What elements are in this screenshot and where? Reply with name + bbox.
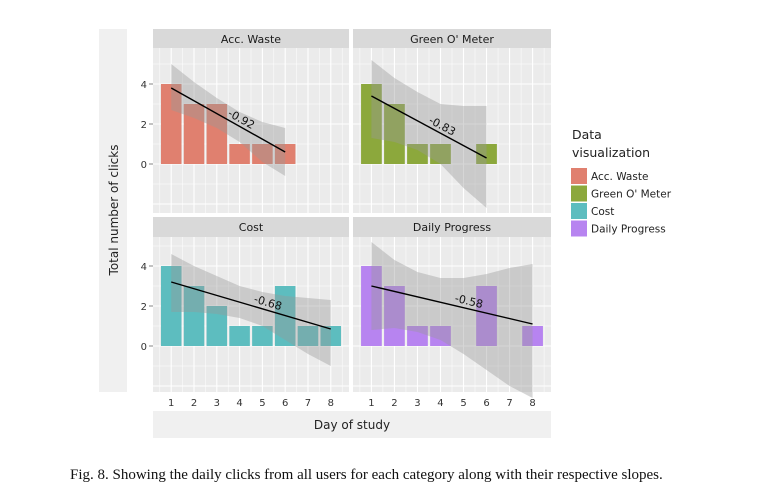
x-tick-label: 7 xyxy=(305,398,311,409)
panel-title: Green O' Meter xyxy=(410,33,494,46)
x-tick-label: 1 xyxy=(168,398,174,409)
y-axis-label-strip xyxy=(99,29,127,392)
bar-cost-day-7 xyxy=(297,326,319,346)
x-tick-label: 8 xyxy=(529,398,535,409)
legend-title: Data xyxy=(572,127,602,142)
bar-daily-progress-day-8 xyxy=(522,326,543,346)
bar-green-o-meter-day-6 xyxy=(476,144,497,164)
bar-daily-progress-day-3 xyxy=(407,326,428,346)
bar-green-o-meter-day-4 xyxy=(430,144,451,164)
slope-label: -0.58 xyxy=(454,292,485,311)
x-tick-label: 3 xyxy=(414,398,420,409)
trend-line xyxy=(371,285,533,325)
legend-title: visualization xyxy=(572,145,650,160)
panel-title: Cost xyxy=(239,221,264,234)
bar-acc-waste-day-5 xyxy=(252,144,273,164)
bar-cost-day-2 xyxy=(183,286,205,346)
bar-green-o-meter-day-3 xyxy=(407,144,428,164)
bar-acc-waste-day-4 xyxy=(229,144,250,164)
panel-title: Daily Progress xyxy=(413,221,492,234)
legend-label: Acc. Waste xyxy=(591,171,648,183)
bar-green-o-meter-day-2 xyxy=(384,104,405,164)
legend-swatch xyxy=(571,203,587,219)
panel-strip xyxy=(353,29,551,48)
figure-caption: Fig. 8. Showing the daily clicks from al… xyxy=(70,467,663,483)
confidence-band xyxy=(371,242,533,398)
trend-line xyxy=(171,281,331,330)
y-tick-label: 2 xyxy=(141,302,147,313)
bar-cost-day-3 xyxy=(206,306,228,346)
panel-title: Acc. Waste xyxy=(221,33,281,46)
legend-swatch xyxy=(571,168,587,184)
trend-line xyxy=(170,87,286,153)
x-tick-label: 7 xyxy=(506,398,512,409)
x-tick-label: 5 xyxy=(460,398,466,409)
x-tick-label: 4 xyxy=(437,398,443,409)
bar-daily-progress-day-4 xyxy=(430,326,451,346)
panel-strip xyxy=(353,217,551,237)
confidence-band xyxy=(371,60,487,208)
bar-acc-waste-day-1 xyxy=(160,84,182,164)
trend-line xyxy=(371,95,487,159)
y-tick-label: 4 xyxy=(141,80,147,91)
legend-label: Cost xyxy=(591,206,614,218)
x-tick-label: 1 xyxy=(368,398,374,409)
bar-acc-waste-day-3 xyxy=(206,104,228,164)
x-tick-label: 2 xyxy=(391,398,397,409)
bar-cost-day-4 xyxy=(229,326,250,346)
x-tick-label: 3 xyxy=(214,398,220,409)
bar-daily-progress-day-2 xyxy=(384,286,405,346)
y-tick-label: 2 xyxy=(141,120,147,131)
x-tick-label: 8 xyxy=(328,398,334,409)
bar-daily-progress-day-1 xyxy=(361,266,382,346)
x-axis-label: Day of study xyxy=(314,418,390,432)
x-tick-label: 4 xyxy=(236,398,242,409)
panel-strip xyxy=(153,29,349,48)
bar-cost-day-8 xyxy=(320,326,342,346)
confidence-band xyxy=(171,254,331,366)
y-tick-label: 0 xyxy=(141,342,147,353)
x-tick-label: 2 xyxy=(191,398,197,409)
x-tick-label: 6 xyxy=(282,398,288,409)
legend-swatch xyxy=(571,185,587,202)
x-tick-label: 5 xyxy=(259,398,265,409)
legend-swatch xyxy=(571,220,587,237)
x-axis-label-strip xyxy=(153,411,551,438)
bar-daily-progress-day-6 xyxy=(476,286,497,346)
bar-cost-day-1 xyxy=(160,266,182,346)
x-tick-label: 6 xyxy=(483,398,489,409)
bar-acc-waste-day-2 xyxy=(183,104,205,164)
legend-label: Daily Progress xyxy=(591,224,666,236)
y-tick-label: 0 xyxy=(141,160,147,171)
bar-cost-day-5 xyxy=(252,326,273,346)
bar-green-o-meter-day-1 xyxy=(361,84,382,164)
legend-label: Green O' Meter xyxy=(591,189,672,201)
y-tick-label: 4 xyxy=(141,262,147,273)
y-axis-label: Total number of clicks xyxy=(107,145,121,277)
panel-strip xyxy=(153,217,349,237)
